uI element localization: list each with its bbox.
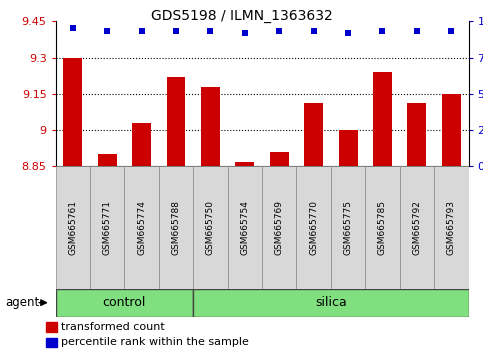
Text: GSM665775: GSM665775 — [343, 200, 353, 255]
Bar — [339, 130, 357, 166]
Text: GSM665761: GSM665761 — [68, 200, 77, 255]
Bar — [408, 103, 426, 166]
Text: agent: agent — [5, 296, 39, 309]
Bar — [434, 166, 469, 289]
Bar — [235, 161, 254, 166]
Text: GDS5198 / ILMN_1363632: GDS5198 / ILMN_1363632 — [151, 9, 332, 23]
Bar — [98, 154, 116, 166]
Bar — [201, 87, 220, 166]
Bar — [193, 166, 227, 289]
Text: GSM665792: GSM665792 — [412, 200, 421, 255]
Bar — [193, 289, 469, 317]
Bar — [270, 152, 289, 166]
Text: GSM665754: GSM665754 — [241, 200, 249, 255]
Text: GSM665770: GSM665770 — [309, 200, 318, 255]
Bar — [297, 166, 331, 289]
Bar — [159, 166, 193, 289]
Bar — [90, 166, 125, 289]
Bar — [373, 72, 392, 166]
Bar — [365, 166, 399, 289]
Bar — [56, 289, 193, 317]
Bar — [262, 166, 297, 289]
Bar — [167, 77, 185, 166]
Bar — [304, 103, 323, 166]
Text: percentile rank within the sample: percentile rank within the sample — [61, 337, 249, 348]
Bar — [331, 166, 365, 289]
Text: GSM665793: GSM665793 — [447, 200, 456, 255]
Text: silica: silica — [315, 296, 347, 309]
Bar — [46, 338, 57, 347]
Text: GSM665785: GSM665785 — [378, 200, 387, 255]
Text: GSM665788: GSM665788 — [171, 200, 181, 255]
Text: transformed count: transformed count — [61, 322, 165, 332]
Bar — [132, 123, 151, 166]
Bar — [46, 322, 57, 332]
Bar — [56, 166, 90, 289]
Text: GSM665750: GSM665750 — [206, 200, 215, 255]
Text: GSM665769: GSM665769 — [275, 200, 284, 255]
Text: control: control — [103, 296, 146, 309]
Bar — [63, 57, 82, 166]
Bar — [125, 166, 159, 289]
Bar — [442, 94, 461, 166]
Bar — [399, 166, 434, 289]
Text: GSM665771: GSM665771 — [103, 200, 112, 255]
Text: GSM665774: GSM665774 — [137, 200, 146, 255]
Bar — [227, 166, 262, 289]
